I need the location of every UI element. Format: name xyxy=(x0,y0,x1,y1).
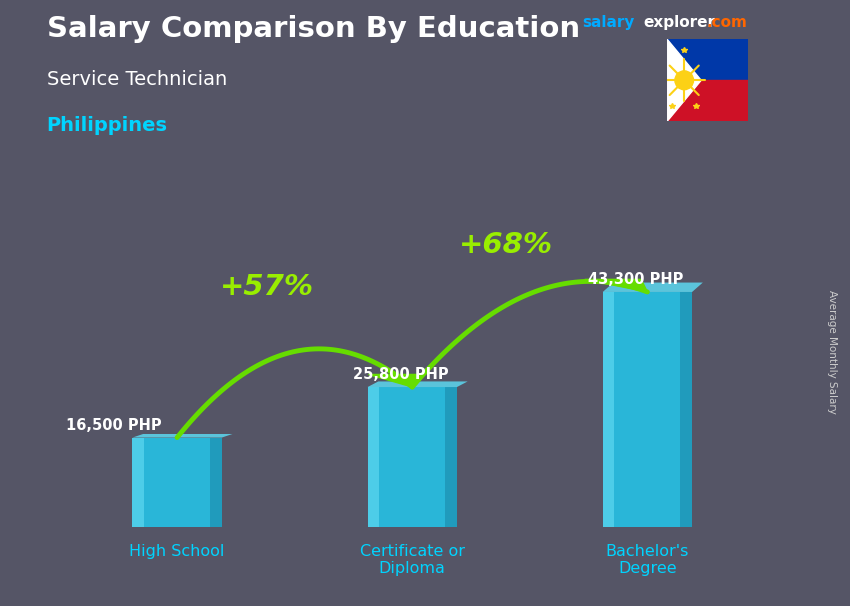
Polygon shape xyxy=(368,375,425,387)
Bar xyxy=(210,438,222,527)
Polygon shape xyxy=(585,279,648,292)
Bar xyxy=(367,387,457,527)
Bar xyxy=(445,387,457,527)
Bar xyxy=(367,387,379,527)
Polygon shape xyxy=(603,282,703,292)
Text: Philippines: Philippines xyxy=(47,116,167,135)
Text: +57%: +57% xyxy=(219,273,314,302)
Text: explorer: explorer xyxy=(643,15,716,30)
Circle shape xyxy=(675,71,694,90)
Polygon shape xyxy=(133,434,233,438)
Bar xyxy=(667,39,748,80)
Text: Service Technician: Service Technician xyxy=(47,70,227,88)
Text: 43,300 PHP: 43,300 PHP xyxy=(588,272,683,287)
Bar xyxy=(133,438,222,527)
Text: 25,800 PHP: 25,800 PHP xyxy=(353,367,448,382)
Text: Average Monthly Salary: Average Monthly Salary xyxy=(827,290,837,413)
Text: Salary Comparison By Education: Salary Comparison By Education xyxy=(47,15,580,43)
Text: .com: .com xyxy=(706,15,747,30)
Bar xyxy=(603,292,692,527)
Bar xyxy=(133,438,144,527)
Text: 16,500 PHP: 16,500 PHP xyxy=(65,418,162,433)
Text: salary: salary xyxy=(582,15,635,30)
Text: +68%: +68% xyxy=(459,231,553,259)
Polygon shape xyxy=(667,39,701,121)
Bar xyxy=(603,292,615,527)
Bar xyxy=(681,292,692,527)
Polygon shape xyxy=(367,381,468,387)
Bar xyxy=(667,80,748,121)
